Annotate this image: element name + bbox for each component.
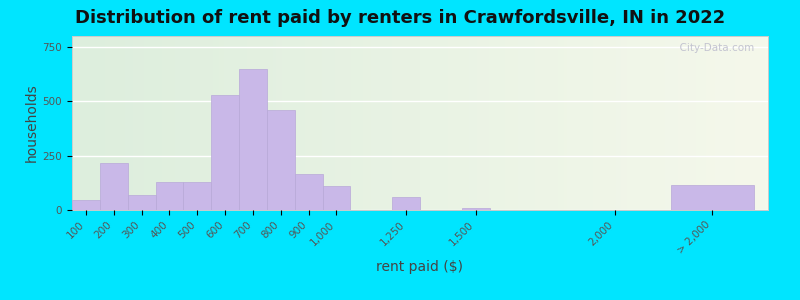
Bar (155, 182, 183, 210)
Text: City-Data.com: City-Data.com (673, 43, 754, 53)
Bar (392, 197, 420, 210)
Bar (239, 69, 267, 210)
Bar (322, 186, 350, 210)
Bar (183, 182, 211, 210)
Bar (72, 200, 100, 210)
Bar (128, 195, 155, 210)
Bar (294, 174, 322, 210)
Bar (462, 208, 490, 210)
Y-axis label: households: households (24, 84, 38, 162)
Text: Distribution of rent paid by renters in Crawfordsville, IN in 2022: Distribution of rent paid by renters in … (75, 9, 725, 27)
Bar (267, 110, 294, 210)
Bar (670, 185, 754, 210)
X-axis label: rent paid ($): rent paid ($) (377, 260, 463, 274)
Bar (100, 163, 128, 210)
Bar (211, 95, 239, 210)
